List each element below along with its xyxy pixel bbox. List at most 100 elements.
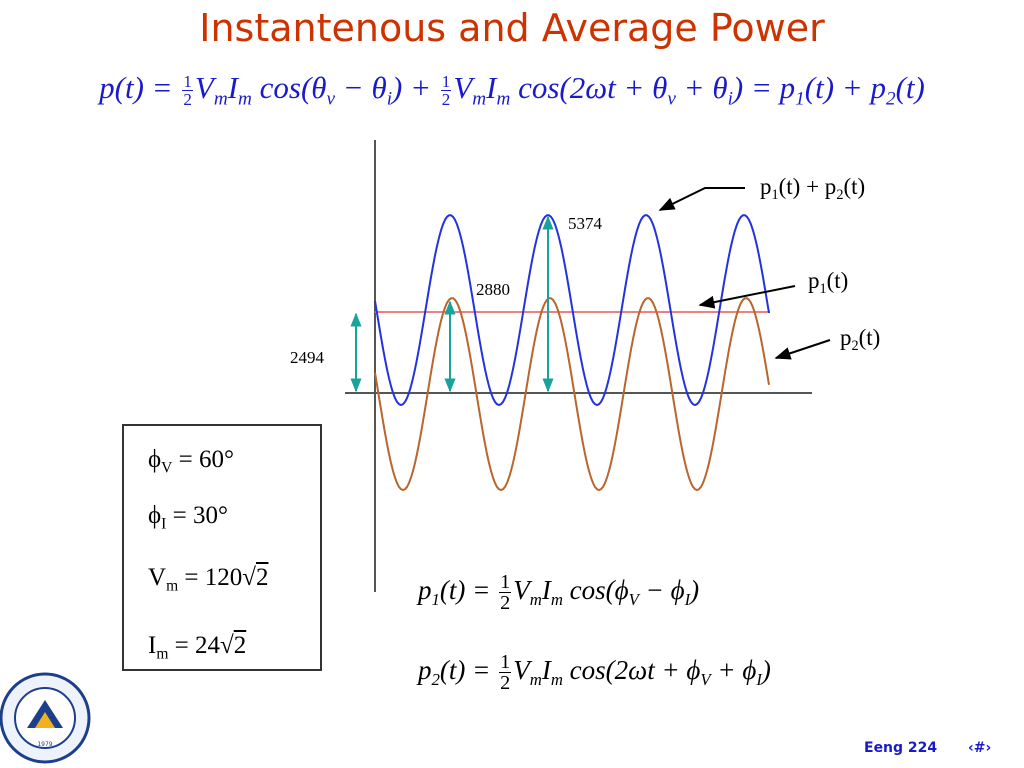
math-token: 1 [499, 651, 512, 674]
math-token: 2 [885, 88, 896, 110]
math-token: = 30° [166, 502, 228, 529]
math-token: = 120√ [178, 564, 256, 591]
math-token: cos(θ [251, 70, 327, 105]
math-token: − θ [335, 70, 387, 105]
math-token: (t) [843, 174, 866, 199]
callout-arrow [774, 339, 831, 360]
math-token: p [418, 574, 432, 605]
math-token: I [486, 70, 497, 105]
math-token: 1 [431, 589, 440, 609]
math-token: I [541, 654, 551, 685]
math-token: m [529, 589, 542, 609]
math-token: m [472, 88, 487, 110]
math-token: + ϕ [710, 654, 757, 685]
math-token: I [161, 515, 167, 533]
main-equation: p(t) = 1 2 VmIm cos(θv − θi) + 1 2 VmIm cos(… [0, 70, 1024, 111]
math-token: I [148, 632, 157, 659]
math-token: ϕ [148, 502, 162, 529]
math-token: 1 [499, 571, 512, 594]
math-token: cos(2ωt + ϕ [562, 654, 701, 685]
math-token: m [156, 645, 169, 663]
math-token: m [550, 669, 563, 689]
math-token: 2 [500, 672, 511, 695]
formula: p1(t) = 1 2 VmIm cos(ϕV − ϕI) [418, 572, 699, 614]
math-token: m [550, 589, 563, 609]
math-token: m [213, 88, 228, 110]
math-token: 2 [441, 90, 451, 110]
math-token: 1 [795, 88, 805, 110]
math-token: 2 [851, 337, 859, 354]
math-token: 2 [431, 669, 440, 689]
math-token: p(t) = [99, 70, 181, 105]
page-number: ‹#› [968, 740, 992, 756]
math-token: V [513, 574, 530, 605]
parameter-box [122, 424, 322, 671]
math-token: V [700, 669, 711, 689]
course-label: Eeng 224 [864, 740, 938, 756]
math-token: v [667, 88, 676, 110]
math-token: V [628, 589, 639, 609]
math-token: ϕ [148, 446, 162, 473]
p2-wave [374, 297, 770, 492]
math-token: (t) = [439, 574, 498, 605]
math-token: 2 [500, 592, 511, 615]
math-token: (t) + p [804, 70, 886, 105]
math-token: ) [761, 654, 771, 685]
math-token: I [756, 669, 762, 689]
math-token: ) [690, 574, 700, 605]
math-token: i [386, 88, 393, 110]
math-token: (t) [826, 268, 849, 293]
parameter: Vm = 120√2 [148, 564, 268, 595]
math-token: m [529, 669, 542, 689]
math-token: v [326, 88, 336, 110]
math-token: V [453, 70, 473, 105]
math-token: V [148, 564, 167, 591]
math-token: m [496, 88, 511, 110]
math-token: cos(2ωt + θ [510, 70, 668, 105]
math-token: ) = p [732, 70, 796, 105]
parameter: Im = 24√2 [148, 632, 246, 663]
peak-annotation: 5374 [568, 214, 602, 233]
math-token: 1 [771, 186, 779, 203]
p2-label: p2(t) [840, 325, 880, 355]
math-token: (t) = [439, 654, 498, 685]
math-token: m [238, 88, 252, 110]
math-token: 2 [233, 632, 247, 659]
p1-label: p1(t) [808, 268, 848, 298]
math-token: (t) + p [778, 174, 837, 199]
math-token: 1 [440, 72, 452, 92]
math-token: I [684, 589, 691, 609]
math-token: + θ [675, 70, 728, 105]
callout-arrow [658, 187, 745, 211]
p2-peak-annotation: 2880 [476, 280, 510, 299]
math-token: p [840, 325, 852, 350]
math-token: − ϕ [638, 574, 685, 605]
math-token: 1 [819, 280, 827, 297]
slide-title: Instantenous and Average Power [199, 6, 825, 50]
parameter: ϕI = 30° [148, 502, 228, 533]
average-annotation: 2494 [290, 348, 324, 367]
math-token: p [808, 268, 820, 293]
formula: p2(t) = 1 2 VmIm cos(2ωt + ϕV + ϕI) [418, 652, 771, 694]
math-token: i [727, 88, 733, 110]
total-label: p1(t) + p2(t) [760, 174, 865, 204]
math-token: ) + [392, 70, 439, 105]
university-logo: 1979 [0, 672, 91, 764]
math-token: cos(ϕ [562, 574, 629, 605]
math-token: 2 [836, 186, 844, 203]
math-token: V [194, 70, 214, 105]
math-token: p [760, 174, 772, 199]
math-token: I [541, 574, 551, 605]
math-token: I [227, 70, 239, 105]
math-token: m [166, 577, 179, 595]
math-token: 1 [182, 72, 193, 92]
math-token: (t) [895, 70, 925, 105]
callout-arrow [698, 285, 796, 309]
math-token: p [418, 654, 432, 685]
